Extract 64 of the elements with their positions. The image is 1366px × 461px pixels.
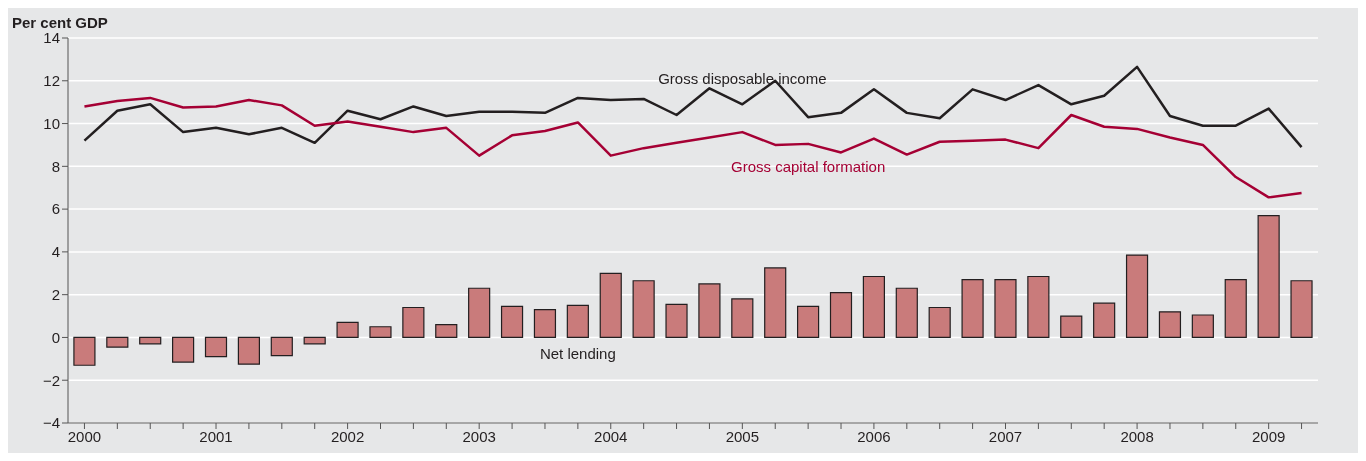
- bar: [1125, 254, 1149, 339]
- bar: [1093, 302, 1116, 339]
- y-tick-label: 14: [43, 29, 60, 47]
- bar: [1224, 279, 1247, 339]
- y-tick-label: 12: [43, 72, 60, 90]
- bar: [1027, 275, 1050, 339]
- bar: [599, 272, 622, 339]
- bar: [1257, 214, 1280, 339]
- bar: [961, 279, 984, 339]
- bar: [632, 280, 655, 339]
- x-tick-label: 2002: [330, 427, 365, 445]
- bar: [1158, 311, 1182, 339]
- bar: [139, 336, 162, 345]
- bar: [797, 305, 820, 339]
- bar: [204, 336, 228, 358]
- bar: [435, 324, 458, 339]
- bar: [829, 291, 853, 339]
- series-label: Net lending: [539, 345, 616, 363]
- y-tick-label: 4: [51, 243, 60, 261]
- x-tick-label: 2005: [725, 427, 760, 445]
- series-label: Gross disposable income: [658, 70, 827, 88]
- bar: [698, 283, 721, 339]
- bar: [270, 336, 293, 357]
- bar: [862, 275, 885, 339]
- bar: [402, 306, 425, 339]
- y-tick-label: −4: [42, 414, 60, 432]
- x-tick-label: 2001: [199, 427, 233, 445]
- x-tick-label: 2003: [462, 427, 496, 445]
- bar: [665, 303, 688, 339]
- bar: [172, 336, 195, 363]
- x-tick-label: 2008: [1120, 427, 1154, 445]
- bar: [994, 279, 1017, 339]
- bar: [369, 326, 392, 339]
- bar: [928, 306, 951, 339]
- x-tick-label: 2000: [67, 427, 102, 445]
- bar: [237, 336, 260, 365]
- bar: [1060, 315, 1083, 339]
- bar: [303, 336, 326, 345]
- y-tick-label: 6: [51, 200, 60, 218]
- y-axis-title: Per cent GDP: [12, 14, 108, 31]
- x-tick-label: 2004: [594, 427, 628, 445]
- bar: [731, 298, 754, 339]
- bar: [1290, 280, 1313, 339]
- bar: [468, 287, 491, 339]
- bar: [533, 309, 557, 339]
- y-tick-label: 2: [51, 285, 60, 303]
- y-tick-label: −2: [42, 371, 60, 389]
- bar: [106, 336, 129, 348]
- y-tick-label: 10: [43, 114, 60, 132]
- x-tick-label: 2009: [1251, 427, 1286, 445]
- x-tick-label: 2007: [988, 427, 1023, 445]
- series-label: Gross capital formation: [731, 157, 886, 175]
- bar: [566, 304, 589, 339]
- bar: [500, 305, 524, 339]
- y-tick-label: 8: [51, 157, 60, 175]
- bar: [73, 336, 96, 366]
- line-series: [83, 65, 1303, 149]
- line-series: [83, 96, 1303, 199]
- x-tick-label: 2006: [857, 427, 891, 445]
- bar: [895, 287, 918, 339]
- bar: [1191, 314, 1214, 339]
- bar: [764, 267, 787, 339]
- bar: [336, 321, 359, 339]
- y-tick-label: 0: [51, 328, 60, 346]
